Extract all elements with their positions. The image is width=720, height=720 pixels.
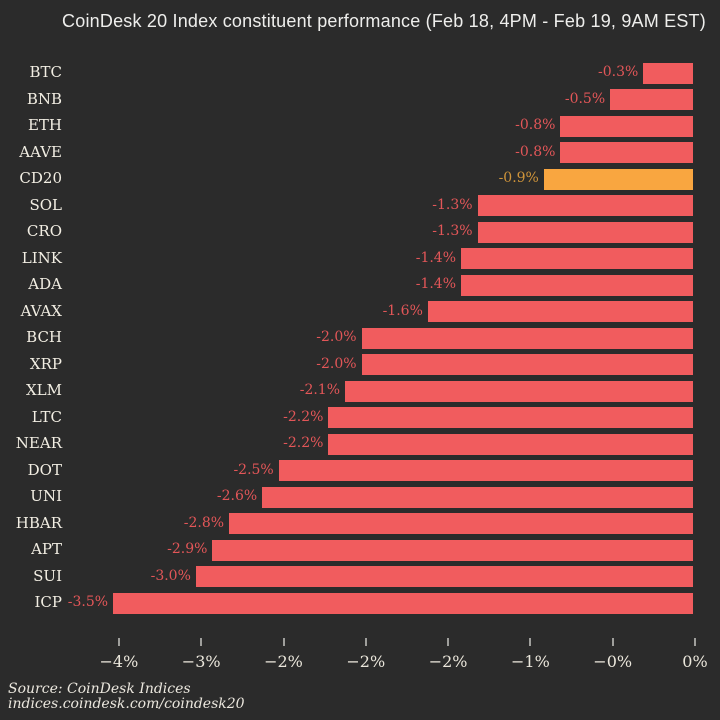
value-label-near: -2.2% bbox=[283, 435, 324, 452]
x-axis-tick-5 bbox=[529, 638, 532, 646]
x-axis-tick-1 bbox=[200, 638, 203, 646]
performance-bar-aave bbox=[560, 142, 693, 164]
value-label-sol: -1.3% bbox=[432, 196, 473, 213]
performance-bar-sol bbox=[477, 195, 693, 217]
x-axis-tick-6 bbox=[611, 638, 614, 646]
performance-bar-avax bbox=[427, 301, 693, 323]
ticker-label-near: NEAR bbox=[15, 434, 62, 453]
ticker-label-apt: APT bbox=[31, 540, 62, 559]
ticker-label-cro: CRO bbox=[26, 222, 62, 241]
value-label-aave: -0.8% bbox=[515, 143, 556, 160]
performance-bar-btc bbox=[643, 62, 693, 84]
performance-bar-apt bbox=[212, 539, 693, 561]
value-label-hbar: -2.8% bbox=[183, 514, 225, 531]
value-label-eth: -0.8% bbox=[515, 117, 556, 134]
value-label-ltc: -2.2% bbox=[283, 408, 324, 425]
value-label-dot: -2.5% bbox=[233, 461, 274, 478]
performance-bar-ada bbox=[461, 274, 693, 296]
value-label-bnb: -0.5% bbox=[564, 90, 606, 107]
ticker-label-link: LINK bbox=[21, 248, 62, 267]
x-axis-tick-label-0: −4% bbox=[99, 652, 139, 671]
ticker-label-avax: AVAX bbox=[20, 301, 62, 320]
value-label-sui: -3.0% bbox=[150, 567, 191, 584]
source-line-1: Source: CoinDesk Indices bbox=[8, 681, 191, 697]
value-label-link: -1.4% bbox=[415, 249, 457, 266]
value-label-cd20: -0.9% bbox=[498, 170, 539, 187]
ticker-label-cd20: CD20 bbox=[19, 169, 62, 188]
performance-bar-hbar bbox=[229, 513, 693, 535]
value-label-cro: -1.3% bbox=[432, 223, 473, 240]
performance-bar-link bbox=[461, 248, 693, 270]
ticker-label-ada: ADA bbox=[28, 275, 62, 294]
ticker-label-sol: SOL bbox=[29, 195, 62, 214]
x-axis-tick-label-3: −2% bbox=[346, 652, 386, 671]
value-label-icp: -3.5% bbox=[67, 594, 109, 611]
ticker-label-dot: DOT bbox=[27, 460, 62, 479]
value-label-xrp: -2.0% bbox=[316, 355, 357, 372]
ticker-label-sui: SUI bbox=[33, 566, 62, 585]
performance-bar-sui bbox=[195, 566, 693, 588]
performance-bar-xlm bbox=[345, 380, 693, 402]
performance-bar-near bbox=[328, 433, 693, 455]
x-axis-tick-label-7: 0% bbox=[682, 652, 708, 671]
ticker-label-ltc: LTC bbox=[31, 407, 62, 426]
value-label-ada: -1.4% bbox=[415, 276, 457, 293]
performance-bar-uni bbox=[262, 486, 693, 508]
ticker-label-aave: AAVE bbox=[19, 142, 62, 161]
value-label-apt: -2.9% bbox=[167, 541, 208, 558]
x-axis-tick-label-6: −0% bbox=[593, 652, 633, 671]
performance-bar-cro bbox=[477, 221, 693, 243]
x-axis-tick-label-1: −3% bbox=[181, 652, 221, 671]
ticker-label-icp: ICP bbox=[34, 593, 63, 612]
chart-title: CoinDesk 20 Index constituent performanc… bbox=[62, 11, 706, 31]
ticker-label-uni: UNI bbox=[30, 487, 62, 506]
performance-bar-dot bbox=[278, 460, 693, 482]
performance-bar-icp bbox=[113, 592, 693, 614]
ticker-label-btc: BTC bbox=[29, 63, 62, 81]
ticker-label-xrp: XRP bbox=[29, 354, 62, 373]
x-axis-tick-label-4: −2% bbox=[428, 652, 468, 671]
value-label-uni: -2.6% bbox=[216, 488, 258, 505]
value-label-bch: -2.0% bbox=[316, 329, 357, 346]
value-label-avax: -1.6% bbox=[382, 302, 423, 319]
performance-bar-bch bbox=[361, 327, 693, 349]
ticker-label-eth: ETH bbox=[27, 116, 62, 135]
performance-bar-ltc bbox=[328, 407, 693, 429]
source-note: Source: CoinDesk Indices indices.coindes… bbox=[8, 682, 245, 712]
x-axis-tick-label-2: −2% bbox=[264, 652, 303, 671]
x-axis-tick-3 bbox=[364, 638, 367, 646]
performance-bar-xrp bbox=[361, 354, 693, 376]
performance-bar-bnb bbox=[610, 89, 693, 111]
source-line-2: indices.coindesk.com/coindesk20 bbox=[8, 696, 245, 712]
value-label-xlm: -2.1% bbox=[299, 382, 341, 399]
x-axis-tick-0 bbox=[117, 638, 120, 646]
ticker-label-xlm: XLM bbox=[26, 381, 62, 400]
x-axis-tick-label-5: −1% bbox=[510, 652, 550, 671]
x-axis-tick-7 bbox=[694, 638, 696, 646]
ticker-label-hbar: HBAR bbox=[15, 513, 62, 532]
ticker-label-bch: BCH bbox=[26, 328, 62, 347]
performance-bar-eth bbox=[560, 115, 693, 137]
x-axis-tick-4 bbox=[447, 638, 450, 646]
value-label-btc: -0.3% bbox=[597, 64, 639, 80]
highlight-bar-cd20 bbox=[543, 168, 693, 190]
ticker-label-bnb: BNB bbox=[26, 89, 62, 108]
x-axis-tick-2 bbox=[282, 638, 285, 646]
